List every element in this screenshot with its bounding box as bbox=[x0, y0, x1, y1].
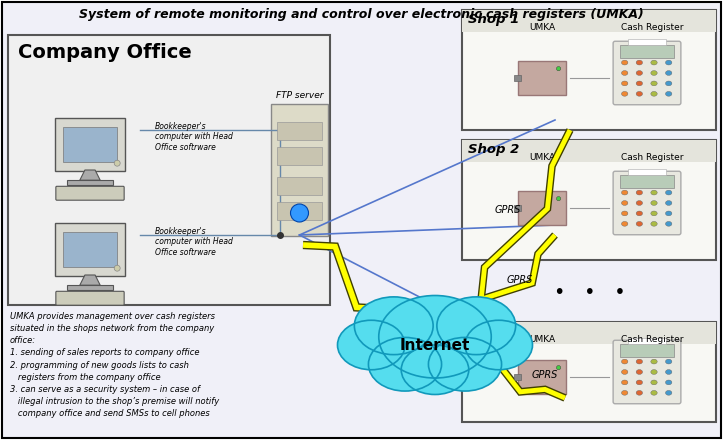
Ellipse shape bbox=[622, 359, 628, 364]
Ellipse shape bbox=[636, 380, 643, 385]
FancyBboxPatch shape bbox=[271, 104, 328, 236]
Ellipse shape bbox=[401, 345, 469, 395]
Ellipse shape bbox=[636, 201, 643, 205]
Ellipse shape bbox=[338, 320, 405, 370]
FancyBboxPatch shape bbox=[462, 10, 716, 32]
FancyBboxPatch shape bbox=[64, 232, 116, 267]
FancyBboxPatch shape bbox=[514, 205, 521, 211]
FancyBboxPatch shape bbox=[277, 147, 322, 165]
FancyBboxPatch shape bbox=[462, 140, 716, 260]
Ellipse shape bbox=[622, 221, 628, 226]
Ellipse shape bbox=[622, 380, 628, 385]
Ellipse shape bbox=[651, 71, 657, 75]
Text: Bookkeeper's
computer with Head
Office softrware: Bookkeeper's computer with Head Office s… bbox=[155, 122, 233, 152]
Ellipse shape bbox=[651, 92, 657, 96]
Text: UMKA: UMKA bbox=[529, 335, 555, 344]
Ellipse shape bbox=[651, 390, 657, 395]
FancyBboxPatch shape bbox=[613, 41, 681, 105]
Ellipse shape bbox=[636, 81, 643, 86]
Text: Cash Register: Cash Register bbox=[621, 23, 683, 32]
FancyBboxPatch shape bbox=[277, 122, 322, 140]
Ellipse shape bbox=[636, 221, 643, 226]
Ellipse shape bbox=[665, 201, 672, 205]
FancyBboxPatch shape bbox=[64, 127, 116, 162]
FancyBboxPatch shape bbox=[620, 344, 674, 357]
Ellipse shape bbox=[622, 92, 628, 96]
FancyBboxPatch shape bbox=[514, 374, 521, 381]
Text: GPRS: GPRS bbox=[532, 370, 558, 380]
Ellipse shape bbox=[651, 380, 657, 385]
Ellipse shape bbox=[651, 81, 657, 86]
FancyBboxPatch shape bbox=[67, 180, 114, 185]
FancyBboxPatch shape bbox=[514, 75, 521, 81]
Ellipse shape bbox=[429, 337, 502, 391]
Ellipse shape bbox=[636, 390, 643, 395]
Ellipse shape bbox=[379, 296, 491, 378]
Ellipse shape bbox=[636, 359, 643, 364]
Ellipse shape bbox=[665, 190, 672, 195]
Text: Bookkeeper's
computer with Head
Office softrware: Bookkeeper's computer with Head Office s… bbox=[155, 227, 233, 257]
FancyBboxPatch shape bbox=[277, 177, 322, 195]
Ellipse shape bbox=[665, 211, 672, 216]
Ellipse shape bbox=[636, 370, 643, 374]
Ellipse shape bbox=[651, 370, 657, 374]
Ellipse shape bbox=[622, 190, 628, 195]
Ellipse shape bbox=[114, 265, 120, 271]
Ellipse shape bbox=[651, 359, 657, 364]
Ellipse shape bbox=[651, 201, 657, 205]
Ellipse shape bbox=[622, 211, 628, 216]
Ellipse shape bbox=[665, 81, 672, 86]
FancyBboxPatch shape bbox=[518, 360, 566, 394]
Ellipse shape bbox=[636, 60, 643, 65]
Text: Shop N: Shop N bbox=[468, 325, 521, 338]
FancyBboxPatch shape bbox=[462, 322, 716, 344]
FancyBboxPatch shape bbox=[277, 202, 322, 220]
Ellipse shape bbox=[636, 190, 643, 195]
Ellipse shape bbox=[557, 366, 561, 370]
Text: Company Office: Company Office bbox=[18, 43, 192, 62]
Ellipse shape bbox=[557, 66, 561, 71]
FancyBboxPatch shape bbox=[518, 61, 566, 95]
Ellipse shape bbox=[636, 71, 643, 75]
Ellipse shape bbox=[651, 211, 657, 216]
FancyBboxPatch shape bbox=[462, 322, 716, 422]
FancyBboxPatch shape bbox=[613, 171, 681, 235]
Text: •   •   •: • • • bbox=[555, 282, 626, 301]
Ellipse shape bbox=[665, 359, 672, 364]
Text: Cash Register: Cash Register bbox=[621, 153, 683, 162]
Ellipse shape bbox=[651, 60, 657, 65]
Text: UMKA provides management over cash registers
situated in the shops network from : UMKA provides management over cash regis… bbox=[10, 312, 219, 418]
Ellipse shape bbox=[665, 92, 672, 96]
FancyBboxPatch shape bbox=[67, 285, 114, 290]
Ellipse shape bbox=[354, 297, 433, 355]
Text: GPRS: GPRS bbox=[495, 205, 521, 215]
Text: Internet: Internet bbox=[400, 337, 470, 352]
Ellipse shape bbox=[665, 221, 672, 226]
Ellipse shape bbox=[622, 201, 628, 205]
FancyBboxPatch shape bbox=[518, 191, 566, 225]
FancyBboxPatch shape bbox=[56, 186, 124, 200]
Ellipse shape bbox=[665, 370, 672, 374]
Ellipse shape bbox=[665, 390, 672, 395]
Ellipse shape bbox=[665, 380, 672, 385]
Text: System of remote monitoring and control over electronic cash registers (UMKA): System of remote monitoring and control … bbox=[79, 8, 644, 21]
Ellipse shape bbox=[622, 390, 628, 395]
Text: UMKA: UMKA bbox=[529, 23, 555, 32]
Polygon shape bbox=[80, 275, 100, 285]
Text: Shop 1: Shop 1 bbox=[468, 13, 519, 26]
FancyBboxPatch shape bbox=[628, 169, 666, 175]
Ellipse shape bbox=[557, 197, 561, 201]
Text: UMKA: UMKA bbox=[529, 153, 555, 162]
Ellipse shape bbox=[636, 92, 643, 96]
Ellipse shape bbox=[465, 320, 533, 370]
Ellipse shape bbox=[622, 60, 628, 65]
FancyBboxPatch shape bbox=[462, 10, 716, 130]
FancyBboxPatch shape bbox=[628, 39, 666, 45]
Ellipse shape bbox=[437, 297, 515, 355]
Ellipse shape bbox=[651, 221, 657, 226]
Ellipse shape bbox=[291, 204, 309, 222]
FancyBboxPatch shape bbox=[8, 35, 330, 305]
Ellipse shape bbox=[622, 71, 628, 75]
FancyBboxPatch shape bbox=[620, 45, 674, 58]
